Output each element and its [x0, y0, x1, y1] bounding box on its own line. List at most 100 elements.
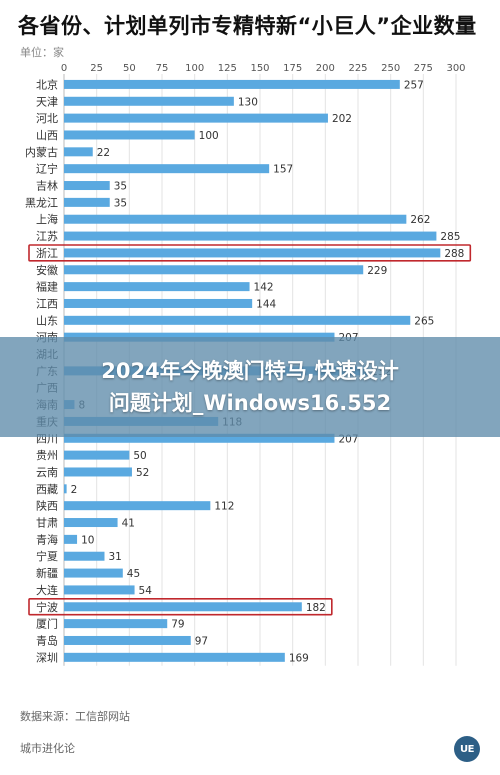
x-tick-label: 150: [250, 63, 269, 74]
bar: [64, 467, 132, 477]
banner-line-2: 问题计划_Windows16.552: [108, 391, 392, 415]
bar: [64, 181, 110, 191]
bar: [64, 450, 130, 460]
value-label: 79: [171, 619, 184, 631]
category-label: 云南: [36, 466, 58, 479]
x-tick-label: 125: [218, 63, 237, 74]
unit-label: 单位：家: [20, 46, 64, 59]
value-label: 144: [256, 298, 276, 310]
category-label: 吉林: [36, 179, 58, 193]
bar: [64, 113, 328, 123]
value-label: 202: [332, 113, 352, 125]
category-label: 福建: [36, 280, 58, 294]
value-label: 35: [114, 181, 127, 193]
bar: [64, 96, 234, 106]
category-label: 内蒙古: [25, 145, 58, 159]
bar: [64, 635, 191, 645]
category-label: 安徽: [36, 263, 58, 277]
x-tick-label: 250: [381, 63, 400, 74]
category-label: 甘肃: [36, 517, 58, 530]
category-label: 深圳: [36, 651, 58, 664]
bar: [64, 619, 168, 629]
bar: [64, 282, 250, 292]
bar: [64, 164, 270, 174]
bar: [64, 214, 407, 224]
value-label: 229: [367, 265, 387, 277]
value-label: 285: [440, 231, 460, 243]
banner-line-1: 2024年今晚澳门特马,快速设计: [101, 359, 399, 383]
bar: [64, 484, 67, 494]
bar: [64, 265, 364, 275]
bar: [64, 298, 253, 308]
category-label: 河北: [36, 112, 58, 125]
value-label: 169: [289, 652, 309, 664]
bar: [64, 197, 110, 207]
category-label: 宁波: [36, 600, 58, 614]
value-label: 130: [238, 96, 258, 108]
value-label: 182: [306, 602, 326, 614]
bar: [64, 585, 135, 595]
value-label: 41: [122, 518, 135, 530]
bar: [64, 147, 93, 157]
bar: [64, 433, 335, 443]
value-label: 100: [199, 130, 219, 142]
bar: [64, 602, 302, 612]
x-tick-label: 100: [185, 63, 204, 74]
bar: [64, 231, 437, 241]
category-label: 青岛: [36, 633, 58, 647]
value-label: 35: [114, 197, 127, 209]
data-source: 数据来源：工信部网站: [20, 710, 130, 723]
category-label: 江西: [36, 297, 58, 310]
value-label: 288: [444, 248, 464, 260]
x-tick-label: 300: [446, 63, 465, 74]
brand-logo-icon: UE: [454, 736, 480, 762]
x-tick-label: 50: [123, 63, 136, 74]
x-tick-label: 0: [61, 63, 67, 74]
value-label: 112: [214, 501, 234, 513]
bar: [64, 315, 411, 325]
value-label: 142: [254, 282, 274, 294]
category-label: 贵州: [36, 449, 58, 462]
value-label: 22: [97, 147, 110, 159]
value-label: 54: [139, 585, 153, 597]
value-label: 52: [136, 467, 149, 479]
category-label: 辽宁: [36, 162, 58, 176]
bar: [64, 518, 118, 528]
overlay-banner[interactable]: 2024年今晚澳门特马,快速设计 问题计划_Windows16.552: [0, 337, 500, 437]
value-label: 10: [81, 534, 94, 546]
value-label: 31: [109, 551, 122, 563]
category-label: 江苏: [36, 230, 58, 243]
value-label: 50: [133, 450, 146, 462]
bar: [64, 551, 105, 561]
bar: [64, 79, 400, 89]
x-tick-label: 225: [348, 63, 367, 74]
x-tick-label: 175: [283, 63, 302, 74]
bar: [64, 130, 195, 140]
category-label: 西藏: [36, 483, 58, 496]
category-label: 北京: [36, 77, 58, 91]
chart-title: 各省份、计划单列市专精特新“小巨人”企业数量: [18, 14, 477, 38]
category-label: 山西: [36, 129, 58, 142]
value-label: 2: [71, 484, 78, 496]
value-label: 262: [410, 214, 430, 226]
value-label: 97: [195, 635, 208, 647]
category-label: 浙江: [36, 247, 58, 260]
category-label: 天津: [36, 95, 58, 108]
bar: [64, 568, 123, 578]
bar: [64, 248, 441, 258]
category-label: 青海: [36, 532, 58, 546]
x-tick-label: 25: [90, 63, 103, 74]
value-label: 265: [414, 315, 434, 327]
category-label: 宁夏: [36, 549, 58, 563]
category-label: 上海: [36, 212, 58, 226]
x-tick-label: 75: [156, 63, 169, 74]
value-label: 45: [127, 568, 140, 580]
value-label: 157: [273, 164, 293, 176]
category-label: 山东: [36, 314, 58, 327]
bar: [64, 501, 211, 511]
brand-name: 城市进化论: [20, 742, 75, 755]
category-label: 厦门: [36, 617, 58, 631]
bar: [64, 652, 285, 662]
category-label: 陕西: [36, 499, 58, 513]
highlight-box: [28, 598, 333, 616]
